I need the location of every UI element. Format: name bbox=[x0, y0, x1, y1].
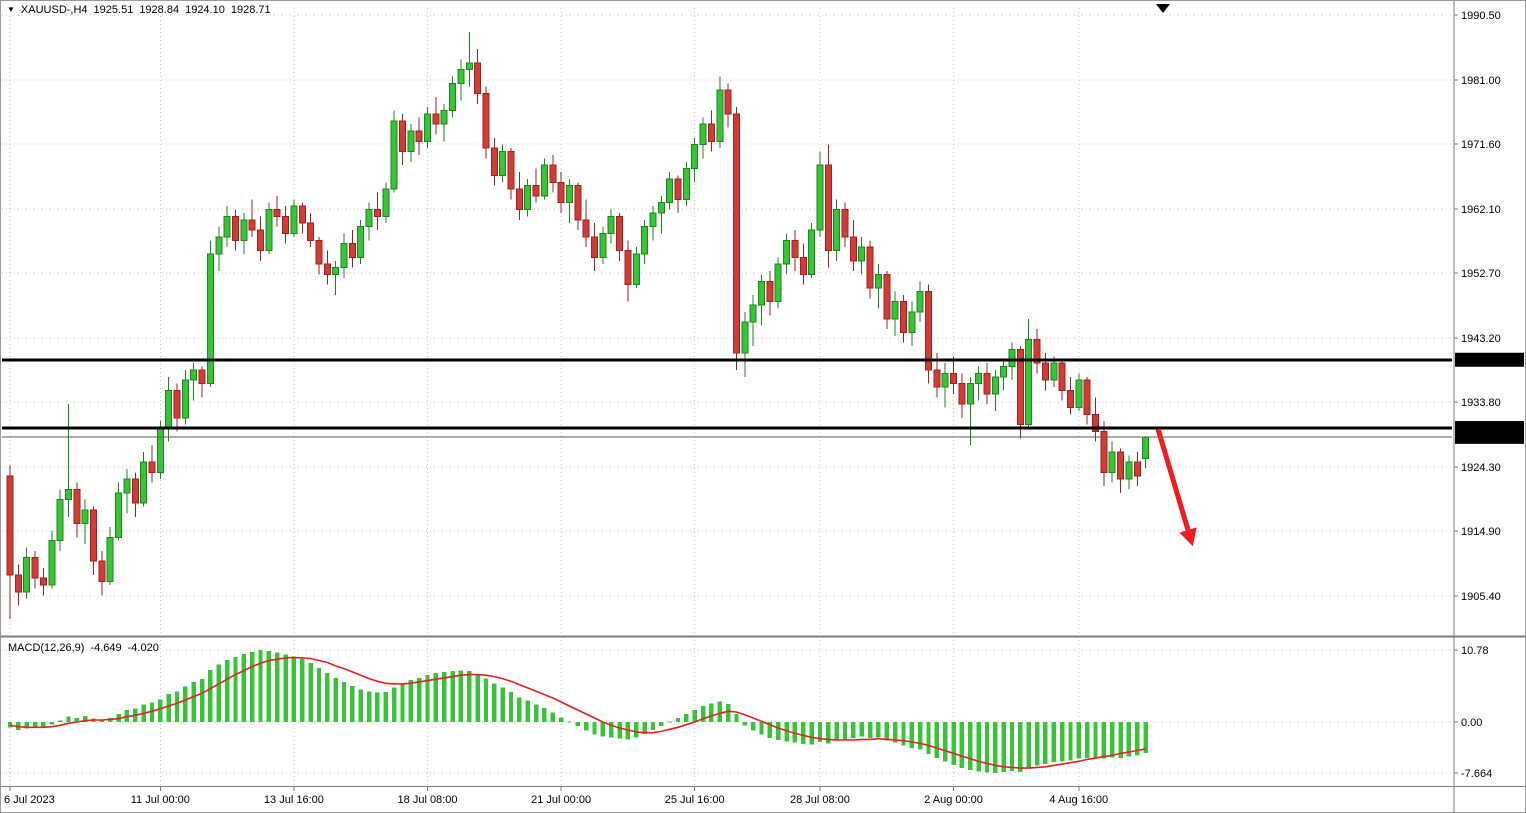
level-price-labels: 1940.00 1930.00 bbox=[1455, 352, 1524, 436]
svg-text:1905.40: 1905.40 bbox=[1461, 591, 1501, 603]
svg-text:0.00: 0.00 bbox=[1461, 717, 1482, 729]
chart-shift-marker-icon[interactable] bbox=[1156, 4, 1170, 13]
macd-value: -4.649 bbox=[90, 642, 122, 654]
horizontal-level-lines[interactable] bbox=[2, 358, 1452, 430]
svg-text:1971.60: 1971.60 bbox=[1461, 139, 1501, 151]
svg-text:1940.00: 1940.00 bbox=[1461, 355, 1501, 367]
svg-text:11 Jul 00:00: 11 Jul 00:00 bbox=[131, 794, 190, 806]
svg-text:25 Jul 16:00: 25 Jul 16:00 bbox=[665, 794, 725, 806]
svg-text:13 Jul 16:00: 13 Jul 16:00 bbox=[264, 794, 324, 806]
svg-text:4 Aug 16:00: 4 Aug 16:00 bbox=[1049, 794, 1108, 806]
svg-text:1943.20: 1943.20 bbox=[1461, 333, 1501, 345]
collapse-triangle-icon[interactable]: ▼ bbox=[7, 5, 15, 14]
svg-text:21 Jul 00:00: 21 Jul 00:00 bbox=[531, 794, 591, 806]
time-axis: 6 Jul 2023 11 Jul 00:00 13 Jul 16:00 18 Jul… bbox=[4, 787, 1108, 806]
svg-text:10.78: 10.78 bbox=[1461, 645, 1489, 657]
open-value: 1925.51 bbox=[93, 4, 134, 16]
svg-text:1930.00: 1930.00 bbox=[1461, 423, 1501, 435]
candles bbox=[6, 32, 1150, 620]
trend-arrow[interactable] bbox=[1155, 428, 1197, 547]
macd-readout: MACD(12,26,9) -4.649 -4.020 bbox=[8, 642, 159, 654]
macd-signal-value: -4.020 bbox=[127, 642, 159, 654]
svg-text:6 Jul 2023: 6 Jul 2023 bbox=[4, 794, 55, 806]
svg-text:-7.664: -7.664 bbox=[1461, 768, 1492, 780]
macd-axis: 10.78 0.00 -7.664 bbox=[1454, 645, 1492, 780]
svg-text:1933.80: 1933.80 bbox=[1461, 397, 1501, 409]
price-axis: 1990.50 1981.00 1971.60 1962.10 1952.70 1943.… bbox=[1454, 10, 1501, 603]
svg-text:1962.10: 1962.10 bbox=[1461, 204, 1501, 216]
macd-name-label: MACD(12,26,9) bbox=[8, 642, 85, 654]
ohlc-readout: ▼ XAUUSD-,H4 1925.51 1928.84 1924.10 192… bbox=[7, 4, 271, 16]
low-value: 1924.10 bbox=[185, 4, 225, 16]
svg-text:18 Jul 08:00: 18 Jul 08:00 bbox=[398, 794, 458, 806]
svg-text:28 Jul 08:00: 28 Jul 08:00 bbox=[790, 794, 850, 806]
close-value: 1928.71 bbox=[230, 4, 271, 16]
svg-text:1952.70: 1952.70 bbox=[1461, 268, 1501, 280]
svg-text:1914.90: 1914.90 bbox=[1461, 526, 1501, 538]
svg-text:2 Aug 00:00: 2 Aug 00:00 bbox=[924, 794, 983, 806]
symbol-period-label: XAUUSD-,H4 bbox=[20, 4, 88, 16]
high-value: 1928.84 bbox=[139, 4, 180, 16]
svg-text:1981.00: 1981.00 bbox=[1461, 75, 1501, 87]
macd-histogram bbox=[7, 649, 1148, 774]
macd-signal-line bbox=[9, 656, 1146, 769]
svg-text:1924.30: 1924.30 bbox=[1461, 462, 1501, 474]
svg-text:1990.50: 1990.50 bbox=[1461, 10, 1501, 22]
